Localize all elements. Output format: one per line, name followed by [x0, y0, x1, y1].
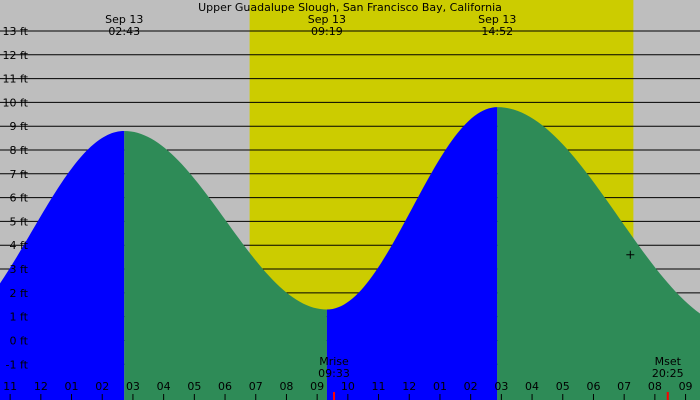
x-tick-label: 07: [617, 380, 631, 393]
x-tick-label: 09: [679, 380, 693, 393]
extremum-time: 02:43: [108, 25, 140, 38]
y-tick-label: 8 ft: [10, 144, 29, 157]
y-tick-label: 10 ft: [3, 96, 29, 109]
x-tick-label: 11: [372, 380, 386, 393]
y-tick-label: 2 ft: [10, 287, 29, 300]
y-tick-label: 7 ft: [10, 168, 29, 181]
y-tick-label: 4 ft: [10, 239, 29, 252]
x-tick-label: 09: [310, 380, 324, 393]
moon-event-time: 20:25: [652, 367, 684, 380]
y-tick-label: 13 ft: [3, 25, 29, 38]
tide-area-falling: [124, 130, 327, 400]
extremum-time: 09:19: [311, 25, 343, 38]
x-tick-label: 08: [279, 380, 293, 393]
current-marker: [626, 250, 635, 259]
y-tick-label: 9 ft: [10, 120, 29, 133]
x-tick-label: 05: [187, 380, 201, 393]
y-tick-label: 5 ft: [10, 215, 29, 228]
x-tick-label: 07: [249, 380, 263, 393]
extremum-date: Sep 13: [105, 13, 143, 26]
y-tick-label: -1 ft: [6, 358, 29, 371]
chart-title: Upper Guadalupe Slough, San Francisco Ba…: [198, 1, 502, 14]
moon-event-label: Mset: [655, 355, 682, 368]
tide-area-rising: [326, 107, 498, 400]
y-tick-label: 3 ft: [10, 263, 29, 276]
tide-area-rising: [0, 130, 125, 400]
y-tick-label: 0 ft: [10, 334, 29, 347]
tide-area-falling: [497, 107, 700, 400]
x-tick-label: 01: [433, 380, 447, 393]
x-tick-label: 03: [494, 380, 508, 393]
x-tick-label: 03: [126, 380, 140, 393]
x-tick-label: 02: [464, 380, 478, 393]
y-tick-label: 11 ft: [3, 73, 29, 86]
x-tick-label: 05: [556, 380, 570, 393]
x-tick-label: 04: [157, 380, 171, 393]
extremum-date: Sep 13: [478, 13, 516, 26]
extremum-date: Sep 13: [308, 13, 346, 26]
x-tick-label: 06: [586, 380, 600, 393]
x-tick-label: 10: [341, 380, 355, 393]
y-tick-label: 12 ft: [3, 49, 29, 62]
moon-event-label: Mrise: [319, 355, 349, 368]
x-tick-label: 04: [525, 380, 539, 393]
x-tick-label: 01: [65, 380, 79, 393]
y-tick-label: 6 ft: [10, 192, 29, 205]
moon-event-time: 09:33: [318, 367, 350, 380]
y-axis-labels: -1 ft 0 ft 1 ft 2 ft 3 ft 4 ft 5 ft 6 ft 7 ft 8 f…: [3, 25, 29, 371]
extremum-time: 14:52: [481, 25, 513, 38]
x-axis-labels: 11 12 01 02 03 04 05 06 07 08 09 10 11 12 01 02 03 04 05 06…: [3, 380, 693, 400]
tide-areas: [0, 107, 700, 400]
x-tick-label: 11: [3, 380, 17, 393]
x-tick-label: 12: [34, 380, 48, 393]
x-tick-label: 06: [218, 380, 232, 393]
x-tick-label: 12: [402, 380, 416, 393]
x-tick-label: 08: [648, 380, 662, 393]
x-tick-label: 02: [95, 380, 109, 393]
y-tick-label: 1 ft: [10, 311, 29, 324]
